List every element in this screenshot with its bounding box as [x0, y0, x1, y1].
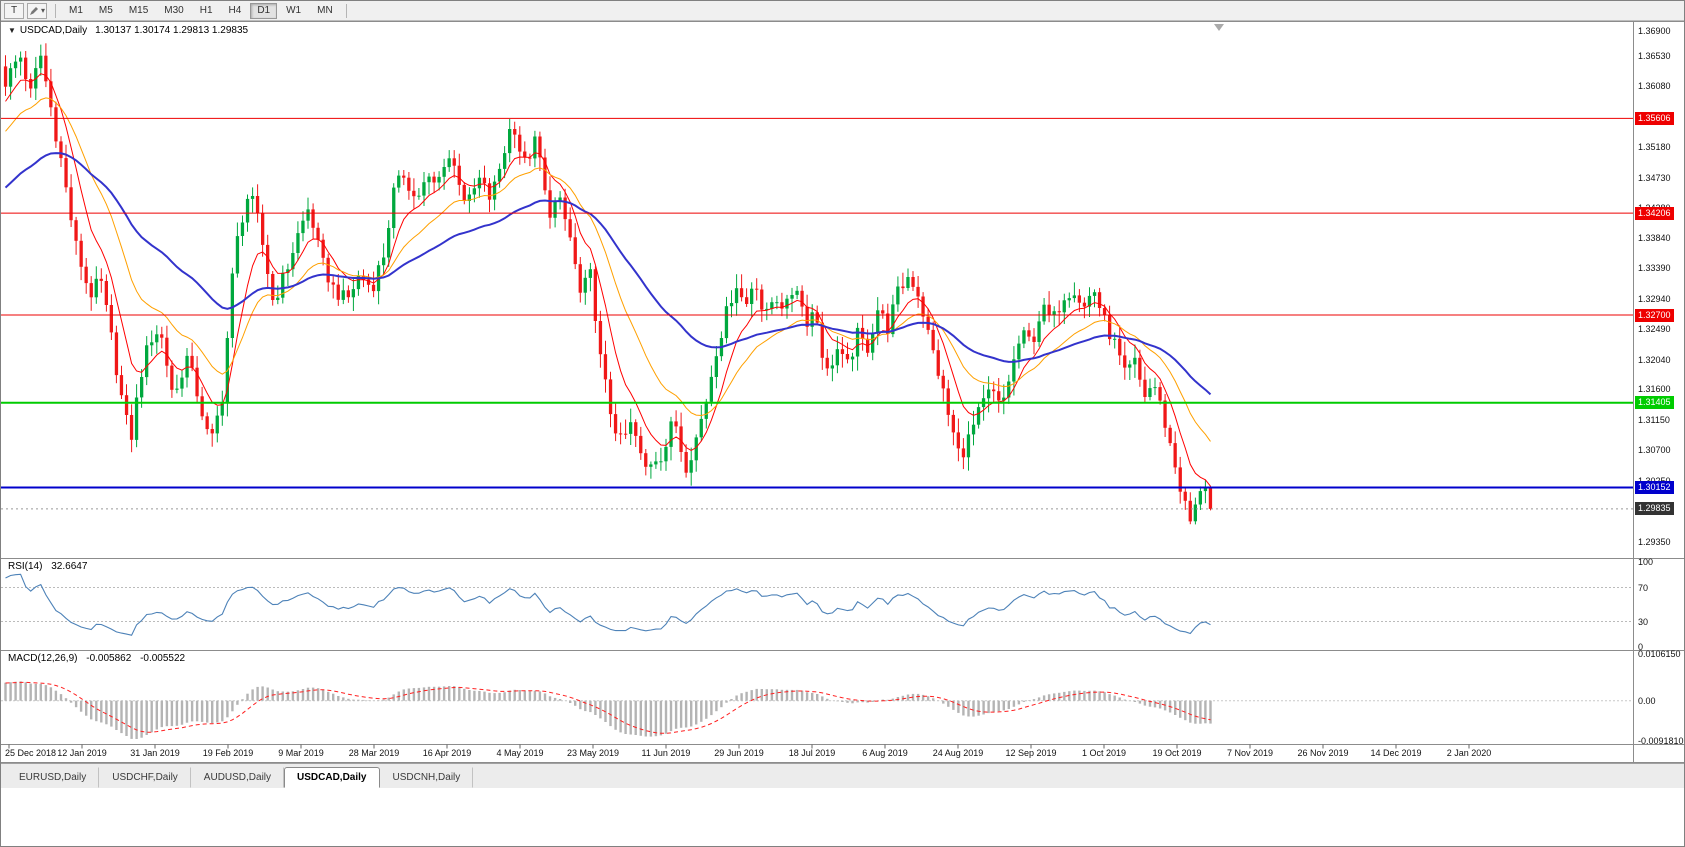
timeframe-button-d1[interactable]: D1: [250, 2, 278, 19]
time-axis-label: 9 Mar 2019: [278, 748, 324, 758]
moving-average-8: [5, 73, 1211, 487]
price-axis-tick: 1.31600: [1638, 384, 1671, 395]
chart-tab-usdcnh[interactable]: USDCNH,Daily: [380, 767, 474, 788]
macd-signal-value: -0.005522: [140, 653, 186, 664]
price-scale[interactable]: 1.369001.365301.360801.356301.351801.347…: [1634, 1, 1684, 763]
hline-price-tag: 1.35606: [1635, 111, 1674, 125]
draw-tool-button[interactable]: ▾: [27, 2, 47, 19]
price-axis-tick: 1.32040: [1638, 354, 1671, 365]
chart-tab-usdchf[interactable]: USDCHF,Daily: [99, 767, 191, 788]
time-axis-label: 26 Nov 2019: [1297, 748, 1349, 758]
time-axis-label: 18 Jul 2019: [788, 748, 836, 758]
bottom-strip: [1, 788, 1684, 846]
time-axis-label: 19 Oct 2019: [1152, 748, 1202, 758]
time-axis-label: 4 May 2019: [496, 748, 544, 758]
rsi-line: [5, 573, 1211, 636]
chart-shift-marker[interactable]: [1214, 24, 1224, 31]
text-tool-button[interactable]: T: [4, 2, 24, 19]
toolbar: T ▾ M1 M5 M15 M30 H1 H4 D1 W1 MN: [1, 1, 1684, 21]
macd-histogram: [4, 681, 1212, 739]
macd-axis-tick: 0.00: [1638, 695, 1656, 706]
rsi-axis-tick: 0: [1638, 642, 1644, 652]
price-axis-tick: 1.36530: [1638, 50, 1671, 61]
time-scale[interactable]: 25 Dec 2018 12 Jan 2019 31 Jan 2019 19 Feb …: [1, 744, 1633, 762]
macd-axis-tick: 0.0106150: [1638, 649, 1681, 659]
timeframe-button-w1[interactable]: W1: [279, 3, 308, 19]
chevron-down-icon: ▾: [40, 6, 45, 15]
toolbar-separator: [345, 3, 347, 18]
hline-price-tag: 1.31405: [1635, 396, 1674, 410]
hline-price-tag: 1.30152: [1635, 480, 1674, 494]
price-axis-tick: 1.36080: [1638, 81, 1671, 92]
rsi-axis-tick: 30: [1638, 616, 1649, 627]
macd-main-value: -0.005862: [86, 653, 132, 664]
rsi-indicator-label: RSI(14) 32.6647: [8, 561, 87, 572]
chart-tab-eurusd[interactable]: EURUSD,Daily: [6, 767, 100, 788]
time-axis-label: 16 Apr 2019: [422, 748, 472, 758]
time-axis-label: 28 Mar 2019: [348, 748, 400, 758]
time-axis-label: 31 Jan 2019: [130, 748, 180, 758]
time-axis-label: 11 Jun 2019: [641, 748, 691, 758]
rsi-title: RSI(14): [8, 561, 43, 572]
time-axis-label: 12 Sep 2019: [1005, 748, 1057, 758]
moving-average-20: [5, 97, 1211, 442]
price-axis-tick: 1.30700: [1638, 445, 1671, 456]
price-axis-tick: 1.30250: [1638, 476, 1671, 487]
rsi-axis-tick: 100: [1638, 557, 1654, 567]
timeframe-button-m5[interactable]: M5: [92, 3, 120, 19]
hline-price-tag: 1.34206: [1635, 206, 1674, 220]
price-axis-tick: 1.35180: [1638, 142, 1671, 153]
timeframe-button-m30[interactable]: M30: [157, 3, 190, 19]
macd-indicator-label: MACD(12,26,9) -0.005862 -0.005522: [8, 653, 185, 664]
time-axis-label: 1 Oct 2019: [1081, 748, 1127, 758]
time-axis-label: 25 Dec 2018: [5, 748, 57, 758]
rsi-current-value: 32.6647: [51, 561, 88, 572]
hline-price-tag: 1.32700: [1635, 308, 1674, 322]
pencil-icon: [29, 6, 38, 15]
candlestick-series[interactable]: [3, 43, 1213, 525]
price-axis-tick: 1.31150: [1638, 414, 1670, 425]
moving-average-50: [4, 152, 1212, 396]
time-axis-label: 24 Aug 2019: [932, 748, 984, 758]
macd-signal-line: [5, 681, 1211, 734]
time-axis-label: 2 Jan 2020: [1446, 748, 1492, 758]
price-axis-tick: 1.33390: [1638, 263, 1671, 274]
timeframe-button-m15[interactable]: M15: [122, 3, 155, 19]
price-axis-tick: 1.32940: [1638, 293, 1671, 304]
chart-tab-bar: EURUSD,Daily USDCHF,Daily AUDUSD,Daily USDC…: [1, 763, 1684, 788]
time-axis-label: 12 Jan 2019: [57, 748, 107, 758]
time-axis-label: 7 Nov 2019: [1226, 748, 1274, 758]
macd-title: MACD(12,26,9): [8, 653, 78, 664]
toolbar-separator: [55, 3, 56, 18]
price-axis-tick: 1.34730: [1638, 172, 1671, 183]
chart-tab-audusd[interactable]: AUDUSD,Daily: [191, 767, 285, 788]
price-axis-tick: 1.33840: [1638, 232, 1671, 243]
timeframe-button-group: M1 M5 M15 M30 H1 H4 D1 W1 MN: [61, 2, 341, 19]
rsi-axis-tick: 70: [1638, 582, 1649, 593]
time-axis-label: 6 Aug 2019: [862, 748, 908, 758]
macd-axis-tick: -0.0091810: [1638, 736, 1684, 746]
time-axis-label: 14 Dec 2019: [1370, 748, 1422, 758]
timeframe-button-h4[interactable]: H4: [222, 3, 249, 19]
chart-tab-usdcad[interactable]: USDCAD,Daily: [284, 767, 380, 788]
timeframe-button-mn[interactable]: MN: [310, 3, 340, 19]
timeframe-button-h1[interactable]: H1: [193, 3, 220, 19]
timeframe-button-m1[interactable]: M1: [62, 3, 90, 19]
price-axis-tick: 1.36900: [1638, 25, 1671, 36]
symbol-dropdown-arrow-icon[interactable]: ▼: [8, 26, 16, 35]
price-axis-tick: 1.32490: [1638, 324, 1671, 335]
price-axis-tick: 1.29350: [1638, 536, 1671, 547]
chart-ohlc-values: 1.30137 1.30174 1.29813 1.29835: [95, 25, 249, 36]
chart-title: ▼ USDCAD,Daily 1.30137 1.30174 1.29813 1.2…: [8, 25, 248, 36]
time-axis-label: 19 Feb 2019: [202, 748, 254, 758]
chart-symbol-label: USDCAD,Daily: [19, 25, 88, 36]
time-axis-label: 29 Jun 2019: [714, 748, 764, 758]
current-price-tag: 1.29835: [1635, 502, 1674, 516]
time-axis-label: 23 May 2019: [566, 748, 620, 758]
